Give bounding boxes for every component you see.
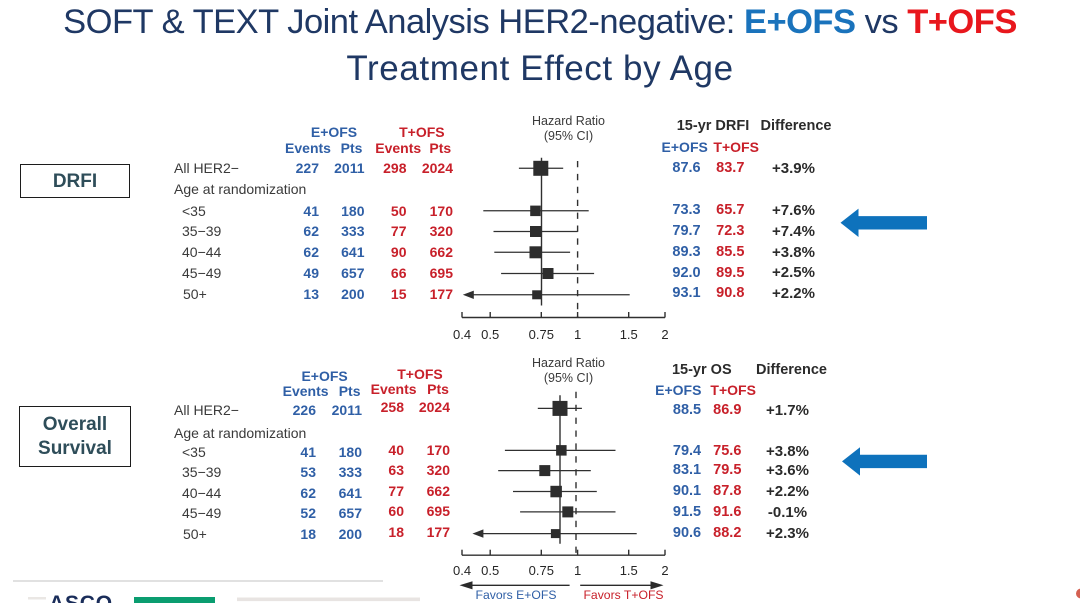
svg-text:ASCO: ASCO — [49, 592, 113, 603]
